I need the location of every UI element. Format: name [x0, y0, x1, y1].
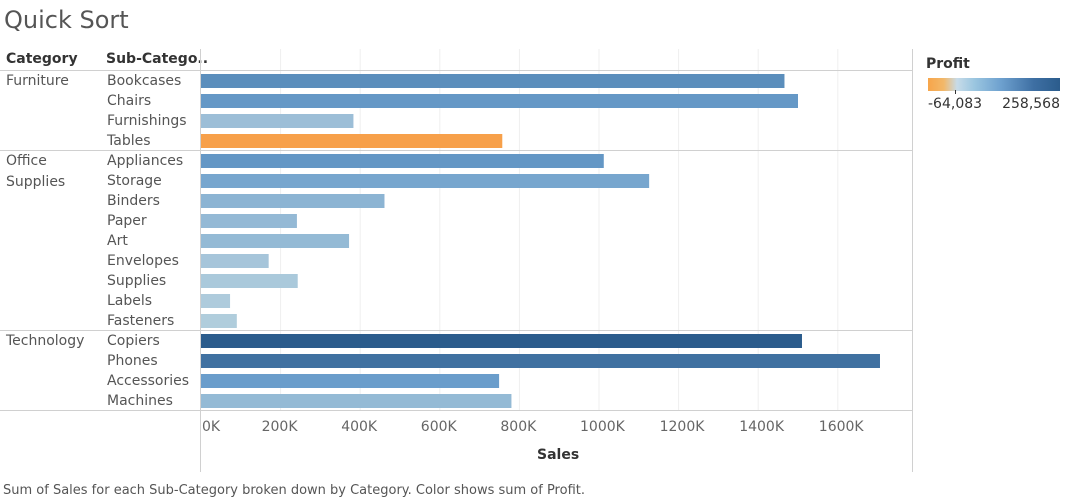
- bar-tables[interactable]: [201, 134, 503, 148]
- x-tick-label: 1400K: [739, 419, 784, 435]
- x-axis-label: Sales: [537, 447, 580, 463]
- category-label[interactable]: Technology: [6, 331, 96, 352]
- subcategory-label[interactable]: Phones: [107, 353, 158, 369]
- legend-title: Profit: [926, 56, 970, 72]
- bar-appliances[interactable]: [201, 154, 604, 168]
- bar-machines[interactable]: [201, 394, 512, 408]
- bar-binders[interactable]: [201, 194, 385, 208]
- bar-art[interactable]: [201, 234, 350, 248]
- subcategory-label[interactable]: Fasteners: [107, 313, 175, 329]
- legend-min-label: -64,083: [928, 96, 983, 112]
- bar-paper[interactable]: [201, 214, 297, 228]
- x-tick-label: 1000K: [580, 419, 625, 435]
- subcategory-label[interactable]: Supplies: [107, 273, 167, 289]
- bar-furnishings[interactable]: [201, 114, 354, 128]
- category-label-line: Furniture: [6, 73, 69, 89]
- bar-supplies[interactable]: [201, 274, 298, 288]
- subcategory-label[interactable]: Storage: [107, 173, 162, 189]
- subcategory-label[interactable]: Chairs: [107, 93, 152, 109]
- x-tick-label: 1200K: [659, 419, 705, 435]
- subcategory-label[interactable]: Labels: [107, 293, 153, 309]
- subcategory-label[interactable]: Tables: [107, 133, 151, 149]
- x-tick-label: 400K: [341, 419, 378, 435]
- x-tick-label: 0K: [202, 419, 221, 435]
- subcategory-label[interactable]: Machines: [107, 393, 173, 409]
- subcategory-label[interactable]: Binders: [107, 193, 160, 209]
- category-label[interactable]: Office Supplies: [6, 151, 96, 193]
- subcategory-label[interactable]: Art: [107, 233, 128, 249]
- subcategory-label[interactable]: Copiers: [107, 333, 160, 349]
- chart-caption: Sum of Sales for each Sub-Category broke…: [3, 483, 585, 498]
- subcategory-label[interactable]: Appliances: [107, 153, 184, 169]
- x-tick-label: 200K: [261, 419, 298, 435]
- subcategory-label[interactable]: Envelopes: [107, 253, 179, 269]
- legend-max-label: 258,568: [1002, 96, 1060, 112]
- bar-accessories[interactable]: [201, 374, 500, 388]
- subcategory-label[interactable]: Paper: [107, 213, 147, 229]
- category-column-header[interactable]: Category: [6, 51, 78, 67]
- x-tick-label: 1600K: [818, 419, 864, 435]
- category-label-line: Office: [6, 153, 47, 169]
- category-label-line: Supplies: [6, 174, 66, 190]
- bar-chairs[interactable]: [201, 94, 798, 108]
- subcategory-label[interactable]: Furnishings: [107, 113, 187, 129]
- subcategory-label[interactable]: Accessories: [107, 373, 190, 389]
- bar-phones[interactable]: [201, 354, 880, 368]
- page-title: Quick Sort: [4, 6, 129, 34]
- bar-copiers[interactable]: [201, 334, 802, 348]
- bar-labels[interactable]: [201, 294, 231, 308]
- category-label[interactable]: Furniture: [6, 71, 96, 92]
- legend-zero-tick: [955, 90, 956, 94]
- bar-fasteners[interactable]: [201, 314, 237, 328]
- category-label-line: Technology: [6, 333, 85, 349]
- x-tick-label: 800K: [500, 419, 537, 435]
- x-tick-label: 600K: [420, 419, 457, 435]
- bar-storage[interactable]: [201, 174, 650, 188]
- bar-envelopes[interactable]: [201, 254, 269, 268]
- bar-bookcases[interactable]: [201, 74, 785, 88]
- subcategory-column-header[interactable]: Sub-Catego..: [106, 51, 209, 67]
- legend-color-ramp[interactable]: [928, 78, 1060, 91]
- subcategory-label[interactable]: Bookcases: [107, 73, 182, 89]
